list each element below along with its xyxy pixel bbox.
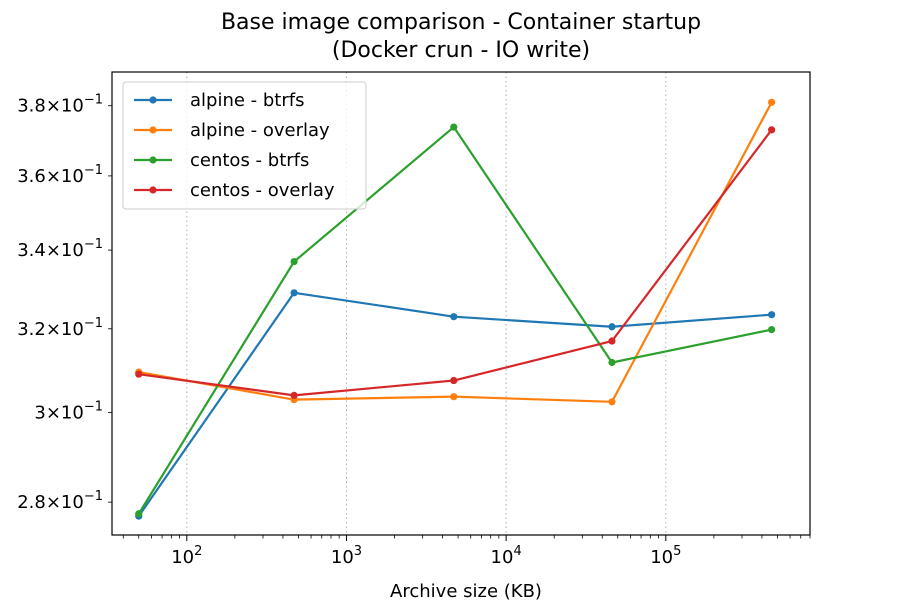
- y-tick-label: 3.4×10−1: [17, 237, 103, 261]
- legend-box: [122, 81, 367, 210]
- data-point-centos-overlay: [450, 376, 458, 385]
- chart-subtitle: (Docker crun - IO write): [331, 38, 591, 63]
- data-point-alpine-overlay: [608, 398, 616, 406]
- data-point-centos-btrfs: [608, 358, 616, 367]
- x-tick-label: 104: [491, 544, 522, 568]
- legend-label: centos - btrfs: [190, 150, 309, 171]
- x-tick-label: 102: [171, 544, 202, 568]
- data-point-centos-btrfs: [290, 258, 298, 266]
- legend-label: centos - overlay: [190, 180, 335, 201]
- y-axis: 2.8×10−1 3×10−1 3.2×10−1 3.4×10−1 3.6×10−1 3.…: [17, 93, 112, 513]
- y-tick-label: 3.6×10−1: [17, 163, 103, 187]
- legend-label: alpine - overlay: [190, 120, 330, 141]
- data-point-alpine-overlay: [450, 393, 458, 401]
- data-point-alpine-btrfs: [768, 311, 776, 319]
- series-line-alpine-btrfs: [137, 291, 772, 517]
- legend-marker: [149, 126, 157, 134]
- x-axis: 102 103 104 105: [122, 535, 811, 568]
- data-point-centos-btrfs: [450, 123, 458, 131]
- data-point-centos-overlay: [608, 337, 616, 345]
- axes-frame: [111, 71, 811, 536]
- data-point-alpine-btrfs: [450, 313, 458, 321]
- data-point-alpine-overlay: [768, 98, 776, 106]
- x-tick-label: 103: [331, 544, 362, 568]
- y-tick-label: 3×10−1: [34, 400, 103, 424]
- y-tick-label: 3.8×10−1: [17, 93, 103, 117]
- data-point-alpine-btrfs: [290, 289, 298, 297]
- x-tick-label: 105: [650, 544, 681, 568]
- plot-series: [135, 98, 776, 520]
- legend-marker: [149, 186, 157, 194]
- data-point-centos-btrfs: [135, 510, 143, 518]
- y-tick-label: 2.8×10−1: [17, 489, 103, 513]
- data-point-centos-btrfs: [768, 326, 776, 334]
- legend-label: alpine - btrfs: [190, 90, 304, 111]
- legend-marker: [149, 96, 157, 104]
- data-point-centos-overlay: [768, 126, 776, 134]
- legend: alpine - btrfs alpine - overlay centos - b…: [122, 81, 367, 210]
- data-point-alpine-btrfs: [608, 323, 616, 331]
- x-axis-label: Archive size (KB): [390, 581, 542, 600]
- legend-marker: [149, 156, 157, 164]
- data-point-centos-overlay: [290, 391, 298, 399]
- y-tick-label: 3.2×10−1: [17, 316, 103, 340]
- data-point-centos-overlay: [135, 370, 143, 378]
- chart-title: Base image comparison - Container startu…: [220, 10, 702, 35]
